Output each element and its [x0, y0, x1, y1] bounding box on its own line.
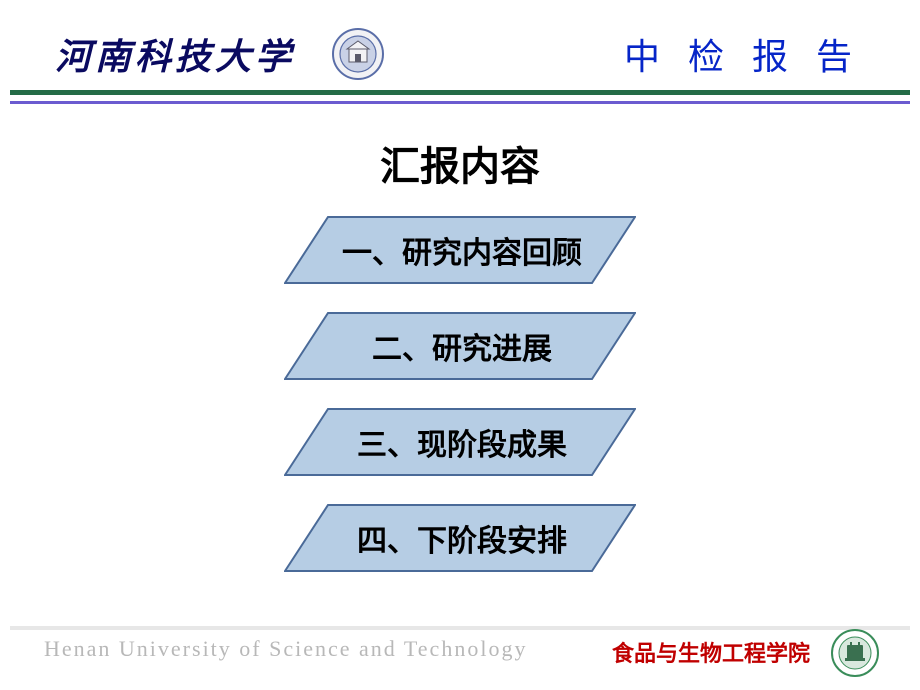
footer-divider [10, 626, 910, 630]
college-logo-icon [830, 628, 880, 678]
footer-right-text: 食品与生物工程学院 [612, 636, 810, 668]
footer-left-text: Henan University of Science and Technolo… [44, 636, 527, 662]
university-logo-icon [331, 27, 385, 81]
content-items: 一、研究内容回顾二、研究进展三、现阶段成果四、下阶段安排 [0, 216, 920, 572]
header-divider [0, 90, 920, 104]
header: 河南科技大学 中检报告 [0, 0, 920, 90]
content-item-4: 四、下阶段安排 [284, 504, 636, 572]
content-item-2: 二、研究进展 [284, 312, 636, 380]
report-title: 中检报告 [624, 28, 880, 80]
content-item-label: 三、现阶段成果 [284, 408, 636, 476]
content-item-1: 一、研究内容回顾 [284, 216, 636, 284]
content-item-label: 四、下阶段安排 [284, 504, 636, 572]
university-name: 河南科技大学 [55, 28, 295, 80]
content-title: 汇报内容 [0, 134, 920, 192]
content-item-label: 一、研究内容回顾 [284, 216, 636, 284]
content-item-3: 三、现阶段成果 [284, 408, 636, 476]
content-item-label: 二、研究进展 [284, 312, 636, 380]
